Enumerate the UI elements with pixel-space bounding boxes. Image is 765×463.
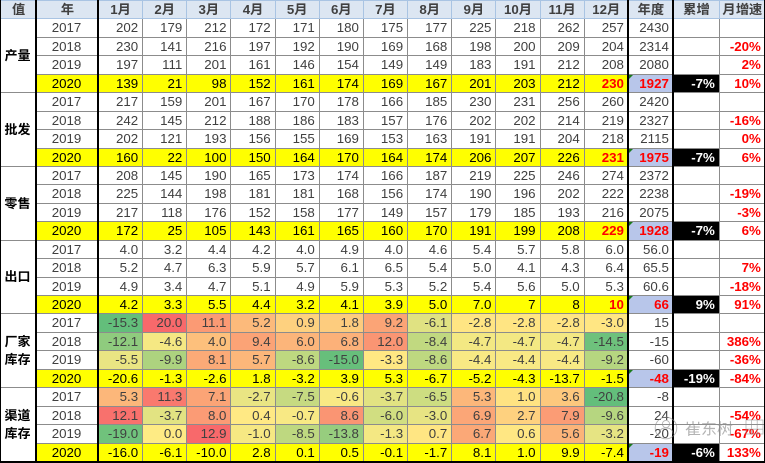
- svg-text:崔东树: 崔东树: [685, 421, 733, 439]
